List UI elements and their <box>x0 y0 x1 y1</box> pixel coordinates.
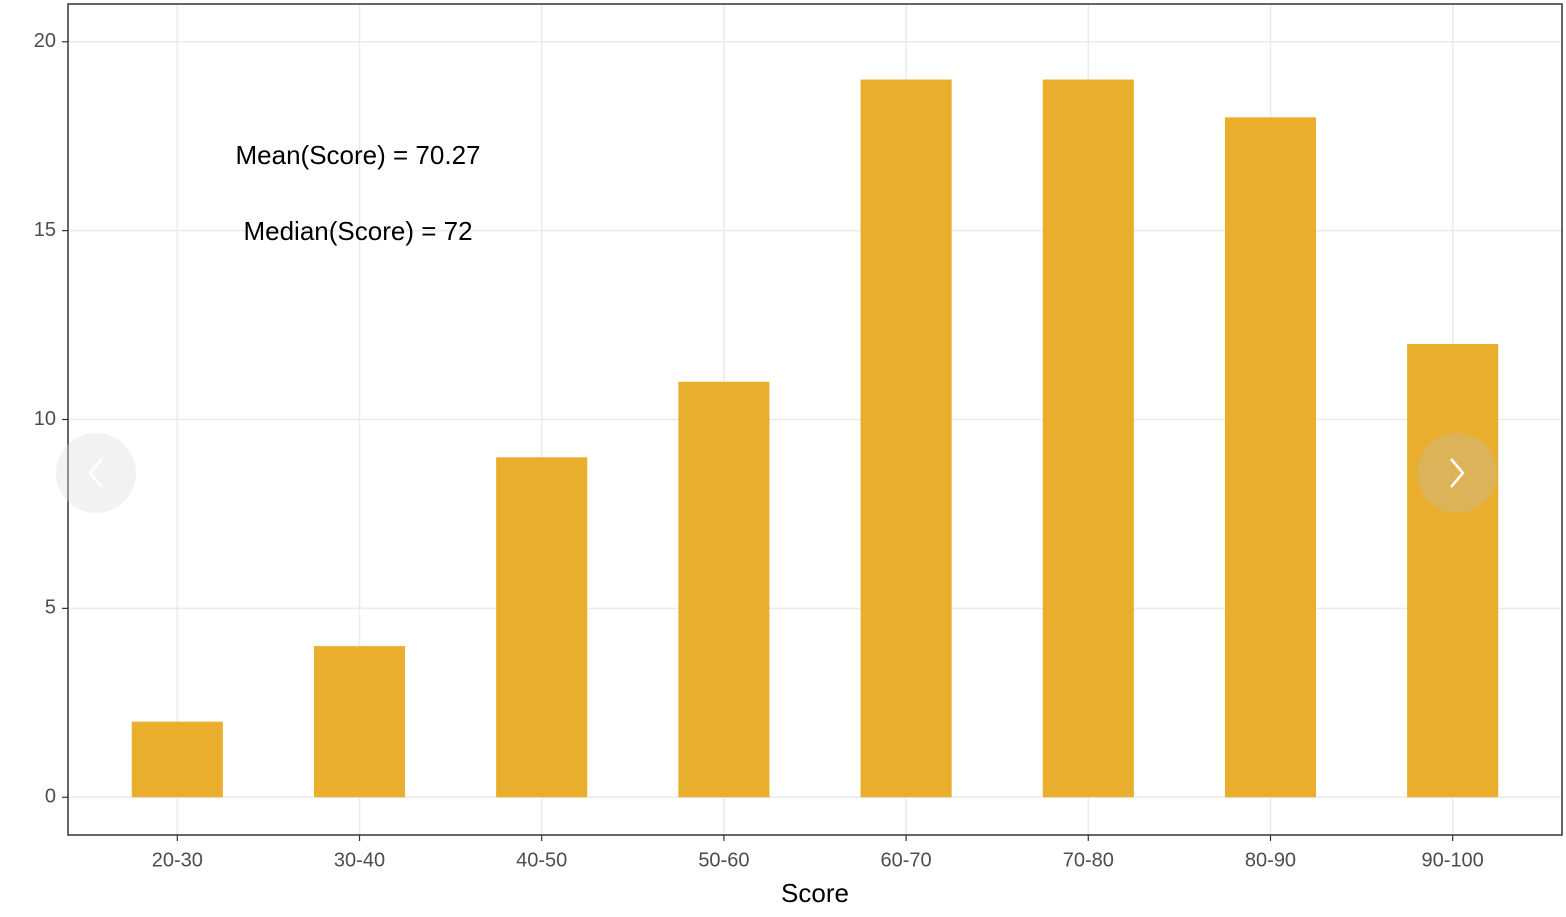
y-tick-label: 20 <box>34 30 56 52</box>
x-tick-label: 30-40 <box>334 849 385 871</box>
bar <box>496 457 588 798</box>
x-tick-label: 80-90 <box>1245 849 1296 871</box>
bar <box>1224 117 1317 798</box>
next-button-bg[interactable] <box>1417 433 1497 513</box>
bar <box>860 79 952 798</box>
annotation: Mean(Score) = 70.27 <box>236 140 481 170</box>
next-icon <box>1450 458 1465 488</box>
y-tick-label: 0 <box>45 786 56 808</box>
y-tick-label: 10 <box>34 408 56 430</box>
x-tick-label: 90-100 <box>1422 849 1484 871</box>
x-tick-label: 50-60 <box>698 849 749 871</box>
bar <box>313 646 406 798</box>
x-tick-label: 40-50 <box>516 849 567 871</box>
bar <box>1407 343 1499 798</box>
bars <box>131 79 1499 798</box>
prev-icon <box>88 458 103 488</box>
y-tick-label: 5 <box>45 597 56 619</box>
y-tick-label: 15 <box>34 219 56 241</box>
annotation: Median(Score) = 72 <box>243 216 472 246</box>
x-tick-label: 20-30 <box>152 849 203 871</box>
next-button[interactable] <box>1417 433 1497 513</box>
bar <box>131 721 223 798</box>
bar <box>678 381 770 798</box>
x-tick-label: 60-70 <box>881 849 932 871</box>
prev-button[interactable] <box>56 433 136 513</box>
prev-button-bg[interactable] <box>56 433 136 513</box>
x-axis-label: Score <box>781 878 849 908</box>
bar <box>1042 79 1134 798</box>
x-tick-label: 70-80 <box>1063 849 1114 871</box>
